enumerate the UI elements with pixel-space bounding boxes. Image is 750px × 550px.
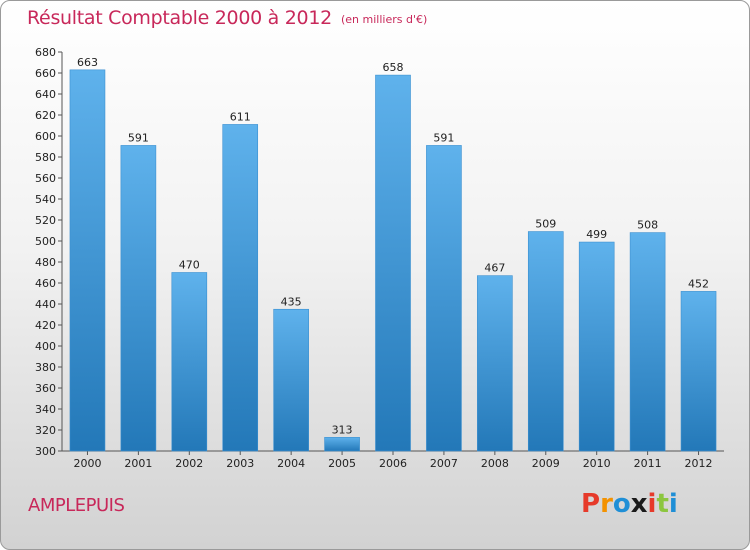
y-tick-label: 440	[35, 298, 56, 311]
bar	[120, 145, 157, 452]
y-tick-label: 420	[35, 319, 56, 332]
bar	[477, 275, 513, 452]
logo-letter: t	[656, 489, 669, 519]
x-tick-label: 2004	[277, 457, 305, 470]
bar-value-label: 499	[586, 228, 607, 241]
y-tick-label: 460	[35, 277, 56, 290]
x-tick-label: 2007	[430, 457, 458, 470]
x-tick-label: 2006	[379, 457, 407, 470]
bar	[273, 308, 309, 452]
bar-value-label: 470	[179, 259, 200, 272]
bar	[222, 124, 259, 452]
bar	[680, 291, 717, 452]
x-tick-label: 2001	[124, 457, 152, 470]
x-tick-label: 2005	[328, 457, 356, 470]
bar	[578, 241, 615, 452]
bar-value-label: 663	[77, 56, 98, 69]
bar-value-label: 509	[535, 218, 556, 231]
y-tick-label: 620	[35, 109, 56, 122]
x-tick-label: 2000	[73, 457, 101, 470]
y-tick-label: 320	[35, 424, 56, 437]
bar-value-label: 508	[637, 219, 658, 232]
y-tick-label: 360	[35, 382, 56, 395]
town-name: AMPLEPUIS	[28, 495, 125, 516]
y-tick-label: 480	[35, 256, 56, 269]
logo-letter: i	[668, 489, 678, 519]
bar	[629, 232, 666, 452]
bar	[426, 145, 462, 452]
bar-value-label: 611	[230, 110, 251, 123]
x-tick-label: 2009	[532, 457, 560, 470]
bar-value-label: 313	[332, 423, 353, 436]
logo-letter: i	[647, 489, 657, 519]
bar-value-label: 591	[128, 131, 149, 144]
logo-letter: x	[630, 489, 648, 519]
bar	[527, 231, 564, 452]
y-tick-label: 580	[35, 151, 56, 164]
logo-letter: P	[581, 489, 601, 519]
y-tick-label: 400	[35, 340, 56, 353]
x-tick-label: 2012	[685, 457, 713, 470]
y-tick-label: 660	[35, 67, 56, 80]
bar-value-label: 658	[383, 61, 404, 74]
y-tick-label: 540	[35, 193, 56, 206]
logo-letter: r	[600, 489, 613, 519]
chart-subtitle: (en milliers d'€)	[341, 13, 428, 26]
proxiti-logo: Proxiti	[581, 489, 678, 519]
chart-title: Résultat Comptable 2000 à 2012	[27, 7, 332, 29]
y-tick-label: 680	[35, 46, 56, 59]
y-tick-label: 520	[35, 214, 56, 227]
y-tick-label: 500	[35, 235, 56, 248]
y-tick-label: 560	[35, 172, 56, 185]
bar-value-label: 467	[484, 262, 505, 275]
bar	[69, 69, 106, 452]
x-tick-label: 2002	[175, 457, 203, 470]
bar-value-label: 591	[433, 131, 454, 144]
bar	[375, 74, 411, 452]
y-tick-label: 380	[35, 361, 56, 374]
y-tick-label: 300	[35, 445, 56, 458]
bar	[324, 437, 360, 452]
logo-letter: o	[612, 489, 631, 519]
bar-value-label: 452	[688, 277, 709, 290]
y-tick-label: 340	[35, 403, 56, 416]
bar	[171, 272, 208, 452]
y-tick-label: 640	[35, 88, 56, 101]
x-tick-label: 2010	[583, 457, 611, 470]
y-tick-label: 600	[35, 130, 56, 143]
x-tick-label: 2011	[634, 457, 662, 470]
bar-value-label: 435	[281, 295, 302, 308]
x-tick-label: 2008	[481, 457, 509, 470]
x-tick-label: 2003	[226, 457, 254, 470]
